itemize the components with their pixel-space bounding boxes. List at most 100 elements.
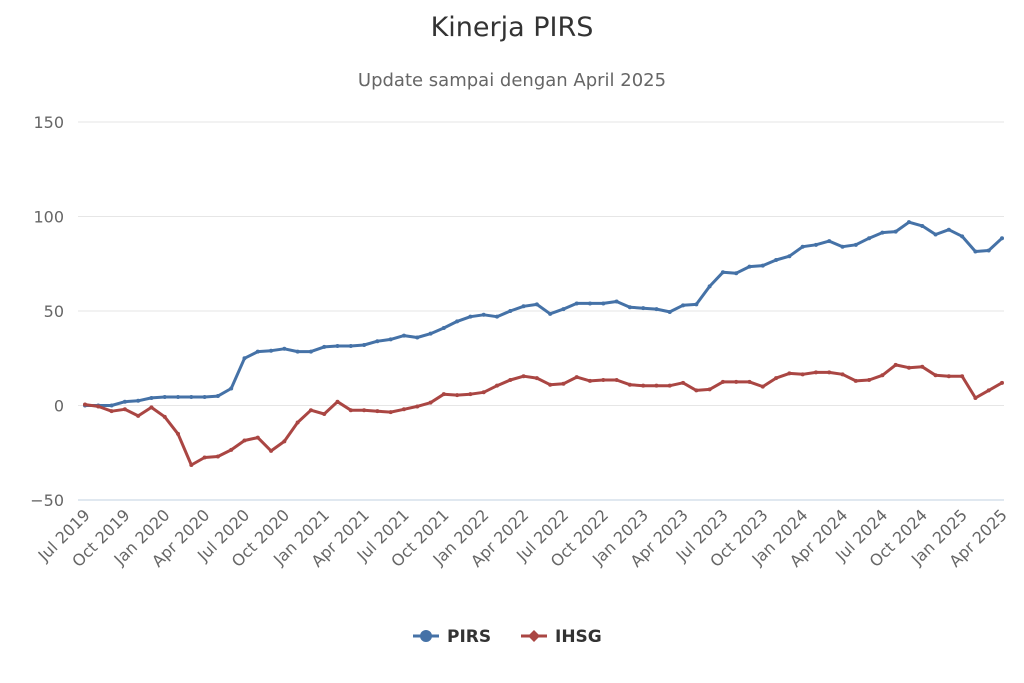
data-point-ihsg[interactable] [960,374,965,379]
data-point-pirs[interactable] [574,301,579,306]
data-point-pirs[interactable] [176,394,181,399]
data-point-pirs[interactable] [375,339,380,344]
data-point-pirs[interactable] [1000,236,1004,241]
data-point-pirs[interactable] [548,311,553,316]
legend-item-pirs[interactable]: PIRS [413,627,491,647]
data-point-ihsg[interactable] [176,431,181,436]
data-point-pirs[interactable] [401,333,406,338]
data-point-ihsg[interactable] [96,404,101,409]
data-point-pirs[interactable] [720,270,725,275]
data-point-pirs[interactable] [707,284,712,289]
data-point-ihsg[interactable] [295,420,300,425]
data-point-ihsg[interactable] [641,383,646,388]
data-point-ihsg[interactable] [162,414,167,419]
data-point-ihsg[interactable] [720,379,725,384]
data-point-pirs[interactable] [853,242,858,247]
data-point-ihsg[interactable] [973,395,978,400]
data-point-ihsg[interactable] [335,399,340,404]
data-point-pirs[interactable] [136,398,141,403]
data-point-pirs[interactable] [681,303,686,308]
data-point-ihsg[interactable] [229,447,234,452]
data-point-pirs[interactable] [282,346,287,351]
data-point-pirs[interactable] [840,244,845,249]
data-point-pirs[interactable] [308,349,313,354]
data-point-ihsg[interactable] [122,407,127,412]
data-point-ihsg[interactable] [747,379,752,384]
data-point-ihsg[interactable] [494,383,499,388]
data-point-pirs[interactable] [242,356,247,361]
data-point-ihsg[interactable] [441,392,446,397]
data-point-pirs[interactable] [986,248,991,253]
data-point-ihsg[interactable] [920,364,925,369]
data-point-pirs[interactable] [614,299,619,304]
data-point-ihsg[interactable] [574,375,579,380]
data-point-pirs[interactable] [601,301,606,306]
data-point-ihsg[interactable] [548,382,553,387]
data-point-pirs[interactable] [149,395,154,400]
data-point-pirs[interactable] [880,230,885,235]
data-point-ihsg[interactable] [348,408,353,413]
data-point-ihsg[interactable] [827,370,832,375]
data-point-pirs[interactable] [747,264,752,269]
data-point-pirs[interactable] [428,331,433,336]
data-point-ihsg[interactable] [840,372,845,377]
data-point-pirs[interactable] [255,349,260,354]
data-point-pirs[interactable] [362,343,367,348]
data-point-ihsg[interactable] [867,377,872,382]
data-point-pirs[interactable] [508,309,513,313]
data-point-pirs[interactable] [787,254,792,259]
data-point-ihsg[interactable] [508,377,513,382]
data-point-ihsg[interactable] [415,404,420,409]
data-point-pirs[interactable] [122,399,127,404]
data-point-ihsg[interactable] [468,392,473,397]
data-point-ihsg[interactable] [202,455,207,460]
data-point-pirs[interactable] [906,220,911,225]
data-point-pirs[interactable] [734,271,739,276]
data-point-ihsg[interactable] [375,409,380,414]
data-point-pirs[interactable] [455,319,460,324]
data-point-ihsg[interactable] [694,388,699,393]
data-point-pirs[interactable] [760,263,765,268]
data-point-ihsg[interactable] [109,409,114,414]
data-point-ihsg[interactable] [986,388,991,393]
data-point-ihsg[interactable] [800,372,805,377]
legend-item-ihsg[interactable]: IHSG [521,627,602,647]
data-point-ihsg[interactable] [242,438,247,443]
data-point-ihsg[interactable] [534,376,539,381]
data-point-ihsg[interactable] [255,435,260,440]
data-point-ihsg[interactable] [282,439,287,444]
data-point-ihsg[interactable] [813,370,818,375]
data-point-ihsg[interactable] [933,373,938,378]
data-point-pirs[interactable] [667,309,672,314]
data-point-ihsg[interactable] [308,408,313,413]
data-point-ihsg[interactable] [83,402,87,407]
data-point-pirs[interactable] [162,394,167,399]
data-point-pirs[interactable] [202,394,207,399]
legend[interactable]: PIRS IHSG [413,627,602,647]
data-point-pirs[interactable] [920,223,925,228]
data-point-ihsg[interactable] [362,408,367,413]
data-point-pirs[interactable] [960,234,965,239]
data-point-pirs[interactable] [229,386,234,391]
data-point-pirs[interactable] [588,301,593,306]
data-point-pirs[interactable] [893,229,898,234]
data-point-pirs[interactable] [215,394,220,399]
data-point-pirs[interactable] [109,403,114,408]
data-point-pirs[interactable] [521,304,526,309]
data-point-pirs[interactable] [441,326,446,331]
data-point-ihsg[interactable] [521,374,526,379]
data-point-ihsg[interactable] [893,362,898,367]
data-point-pirs[interactable] [641,306,646,311]
data-point-ihsg[interactable] [707,387,712,392]
data-point-ihsg[interactable] [149,405,154,410]
data-point-pirs[interactable] [468,314,473,319]
data-point-ihsg[interactable] [428,400,433,405]
data-point-ihsg[interactable] [853,378,858,383]
data-point-ihsg[interactable] [906,365,911,370]
data-point-pirs[interactable] [322,344,327,349]
data-point-pirs[interactable] [295,349,300,354]
data-point-ihsg[interactable] [667,383,672,388]
data-point-pirs[interactable] [189,394,194,399]
data-point-ihsg[interactable] [189,463,194,468]
data-point-ihsg[interactable] [614,377,619,382]
